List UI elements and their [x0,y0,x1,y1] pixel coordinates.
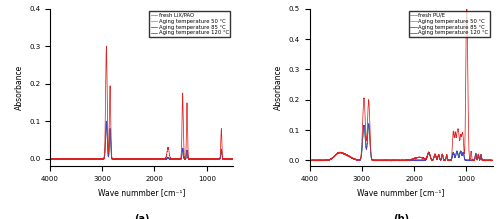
Aging temperature 50 °C [104,120,110,122]
Aging temperature 50 °C [306,159,312,162]
fresh PU/E [388,160,394,162]
fresh PU/E [490,159,496,162]
fresh PU/E [366,122,372,125]
fresh LiX/PAO [47,157,53,160]
Y-axis label: Absorbance: Absorbance [14,65,24,110]
Line: Aging temperature 120 °C: Aging temperature 120 °C [310,9,492,161]
Aging temperature 120 °C [490,159,496,162]
Aging temperature 120 °C [480,159,486,162]
Aging temperature 120 °C [417,156,423,159]
fresh LiX/PAO [106,148,112,151]
X-axis label: Wave nummber [cm⁻¹]: Wave nummber [cm⁻¹] [358,188,445,197]
Aging temperature 50 °C [480,159,486,162]
fresh LiX/PAO [182,158,188,160]
Aging temperature 120 °C [388,160,394,162]
Aging temperature 50 °C [420,159,426,162]
Y-axis label: Absorbance: Absorbance [274,65,283,110]
fresh PU/E [420,159,426,162]
Aging temperature 120 °C [306,159,312,162]
Aging temperature 50 °C [490,159,496,162]
Aging temperature 120 °C [230,157,236,160]
Aging temperature 50 °C [106,148,112,150]
Aging temperature 50 °C [376,159,382,162]
fresh LiX/PAO [104,120,110,122]
Aging temperature 85 °C [104,120,110,123]
Legend: fresh PU/E, Aging temperature 50 °C, Aging temperature 85 °C, Aging temperature : fresh PU/E, Aging temperature 50 °C, Agi… [408,11,490,37]
Line: fresh PU/E: fresh PU/E [310,124,492,161]
Aging temperature 50 °C [442,159,448,162]
Aging temperature 50 °C [220,158,226,160]
Aging temperature 50 °C [68,158,73,161]
Aging temperature 85 °C [388,159,394,162]
Line: Aging temperature 120 °C: Aging temperature 120 °C [50,46,233,160]
Aging temperature 50 °C [230,157,236,160]
fresh PU/E [401,159,407,162]
Aging temperature 50 °C [47,158,53,160]
fresh LiX/PAO [223,158,229,161]
Aging temperature 120 °C [157,157,163,160]
fresh LiX/PAO [161,158,167,160]
Line: Aging temperature 50 °C: Aging temperature 50 °C [50,121,233,160]
Aging temperature 50 °C [401,159,407,162]
Aging temperature 85 °C [420,159,426,162]
Aging temperature 120 °C [86,158,91,161]
Aging temperature 85 °C [442,159,448,162]
Aging temperature 85 °C [106,148,112,150]
Aging temperature 120 °C [401,159,407,162]
Aging temperature 50 °C [142,158,148,161]
X-axis label: Wave nummber [cm⁻¹]: Wave nummber [cm⁻¹] [98,188,185,197]
Aging temperature 85 °C [366,123,372,125]
fresh LiX/PAO [230,157,236,160]
Aging temperature 85 °C [230,158,236,160]
Aging temperature 120 °C [104,45,110,47]
Aging temperature 120 °C [47,158,53,160]
Aging temperature 120 °C [182,158,188,160]
Line: Aging temperature 85 °C: Aging temperature 85 °C [50,121,233,160]
fresh PU/E [366,123,372,125]
Aging temperature 120 °C [106,133,112,136]
Aging temperature 50 °C [161,158,167,160]
Line: fresh LiX/PAO: fresh LiX/PAO [50,121,233,159]
Aging temperature 85 °C [47,157,53,160]
fresh PU/E [480,159,486,162]
Aging temperature 85 °C [490,159,496,162]
Aging temperature 50 °C [366,123,372,125]
Aging temperature 85 °C [182,157,188,160]
Aging temperature 85 °C [157,157,163,160]
Text: (a): (a) [134,214,149,219]
Aging temperature 85 °C [401,159,407,162]
fresh PU/E [442,159,448,162]
Aging temperature 120 °C [420,157,426,159]
Aging temperature 85 °C [220,158,226,160]
Aging temperature 120 °C [442,159,448,162]
Legend: fresh LiX/PAO, Aging temperature 50 °C, Aging temperature 85 °C, Aging temperatu: fresh LiX/PAO, Aging temperature 50 °C, … [149,11,230,37]
Aging temperature 85 °C [161,158,167,161]
Aging temperature 85 °C [417,159,423,161]
Aging temperature 120 °C [220,157,226,160]
Aging temperature 50 °C [366,122,372,125]
Aging temperature 120 °C [142,158,148,161]
fresh PU/E [306,159,312,161]
Aging temperature 85 °C [68,158,74,161]
Aging temperature 50 °C [417,159,423,162]
Aging temperature 85 °C [142,157,148,160]
fresh LiX/PAO [142,158,148,161]
Aging temperature 50 °C [182,158,188,160]
fresh LiX/PAO [157,158,163,161]
Aging temperature 85 °C [480,159,486,162]
Aging temperature 85 °C [366,122,372,125]
Aging temperature 120 °C [161,158,167,160]
fresh PU/E [417,159,423,162]
Text: (b): (b) [393,214,409,219]
Aging temperature 50 °C [157,158,163,161]
Aging temperature 120 °C [366,99,372,101]
Aging temperature 120 °C [464,7,470,10]
Line: Aging temperature 85 °C: Aging temperature 85 °C [310,124,492,161]
Line: Aging temperature 50 °C: Aging temperature 50 °C [310,124,492,161]
fresh LiX/PAO [220,158,226,160]
Aging temperature 85 °C [306,159,312,162]
